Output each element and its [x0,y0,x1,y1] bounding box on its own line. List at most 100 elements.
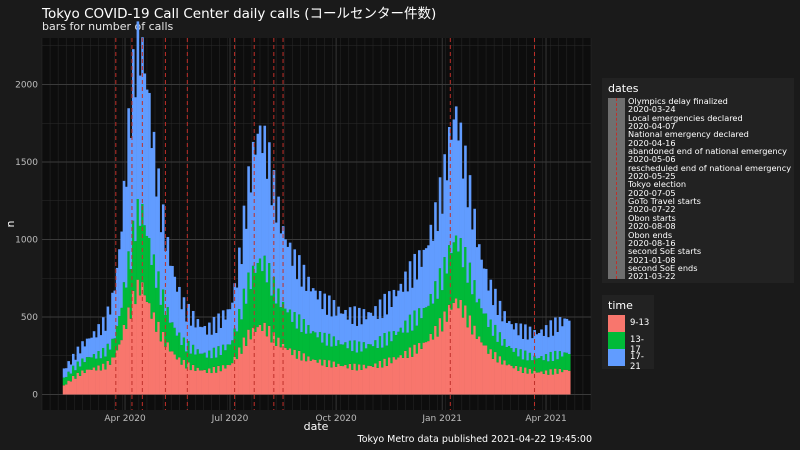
bar-9-13 [558,368,562,395]
bar-9-13 [288,348,292,395]
bar-13-17 [258,258,262,325]
bar-9-13 [397,357,400,395]
bar-17-21 [284,239,287,309]
time-key-17-21 [608,349,625,366]
dates-legend: dates Olympics delay finalized 2020-03-24… [602,78,794,283]
bar-13-17 [413,310,416,345]
bar-17-21 [247,166,250,273]
bar-13-17 [408,314,412,348]
dates-legend-entry: 2020-03-24 [628,104,676,115]
bar-9-13 [420,348,423,395]
bar-17-21 [526,339,530,361]
bar-9-13 [510,365,513,395]
bar-13-17 [447,245,451,305]
bar-17-21 [120,231,124,308]
bar-17-21 [258,125,262,259]
bar-9-13 [242,337,246,395]
dates-legend-entry: abandoned end of national emergency [628,146,788,157]
bar-9-13 [517,370,520,395]
bar-17-21 [178,286,181,333]
bar-17-21 [97,324,100,352]
bar-9-13 [404,350,407,395]
bar-9-13 [321,365,324,395]
bar-13-17 [281,301,285,345]
bar-9-13 [358,364,361,395]
bar-13-17 [334,345,338,367]
bar-13-17 [468,262,472,316]
bar-13-17 [422,308,426,343]
bar-9-13 [362,364,366,395]
bar-9-13 [279,347,283,395]
bar-17-21 [221,310,225,345]
bar-9-13 [138,295,142,395]
bar-17-21 [498,300,502,333]
bar-9-13 [544,370,548,395]
bar-9-13 [454,298,458,395]
bar-9-13 [501,364,504,395]
bar-13-17 [309,333,313,361]
bar-13-17 [501,345,504,365]
bar-13-17 [471,294,474,335]
bar-13-17 [175,335,179,360]
bar-9-13 [353,363,357,395]
bar-13-17 [161,289,165,332]
bar-13-17 [404,320,407,351]
bar-9-13 [67,380,70,395]
bar-13-17 [238,308,241,348]
bar-13-17 [510,348,513,366]
bar-9-13 [526,373,530,395]
bar-17-21 [443,154,446,258]
bar-17-21 [429,224,433,294]
bar-17-21 [318,290,322,332]
bar-17-21 [125,186,128,288]
bar-17-21 [286,246,290,313]
bar-17-21 [346,319,350,349]
event-lines [115,38,535,410]
bar-17-21 [438,177,442,269]
bar-9-13 [434,325,437,395]
bar-9-13 [210,373,213,395]
bar-9-13 [316,362,320,395]
bar-9-13 [429,333,433,395]
bar-9-13 [482,345,486,395]
bar-9-13 [328,360,331,395]
bar-13-17 [81,358,84,371]
bar-9-13 [106,360,110,395]
bar-13-17 [411,330,414,357]
bar-17-21 [314,290,317,333]
bar-17-21 [127,108,130,252]
bar-13-17 [316,337,320,363]
bar-17-21 [360,324,363,352]
bar-13-17 [95,358,98,371]
bar-13-17 [427,305,430,342]
bar-9-13 [512,368,516,395]
y-tick-label: 0 [32,391,38,401]
bar-9-13 [113,357,117,395]
bar-9-13 [422,342,426,395]
bar-13-17 [235,331,239,360]
bar-13-17 [328,333,331,361]
bar-9-13 [180,364,184,395]
bar-13-17 [369,344,373,366]
bar-17-21 [90,337,94,358]
bar-9-13 [309,360,313,395]
bar-17-21 [212,317,216,348]
dates-legend-entry: Tokyo election [628,179,687,190]
bar-9-13 [554,368,557,395]
bar-9-13 [185,368,188,395]
bar-17-21 [413,253,416,311]
bar-9-13 [503,360,506,395]
bar-17-21 [323,293,327,333]
bar-9-13 [166,342,170,395]
bar-17-21 [325,314,329,346]
bar-9-13 [258,324,262,395]
bar-17-21 [118,249,121,317]
bar-13-17 [265,282,269,337]
bar-17-21 [175,291,179,336]
bar-13-17 [62,377,66,386]
bar-17-21 [471,229,474,295]
bar-17-21 [194,327,197,355]
bar-13-17 [111,338,114,358]
bar-17-21 [88,338,91,358]
bar-9-13 [549,369,553,395]
